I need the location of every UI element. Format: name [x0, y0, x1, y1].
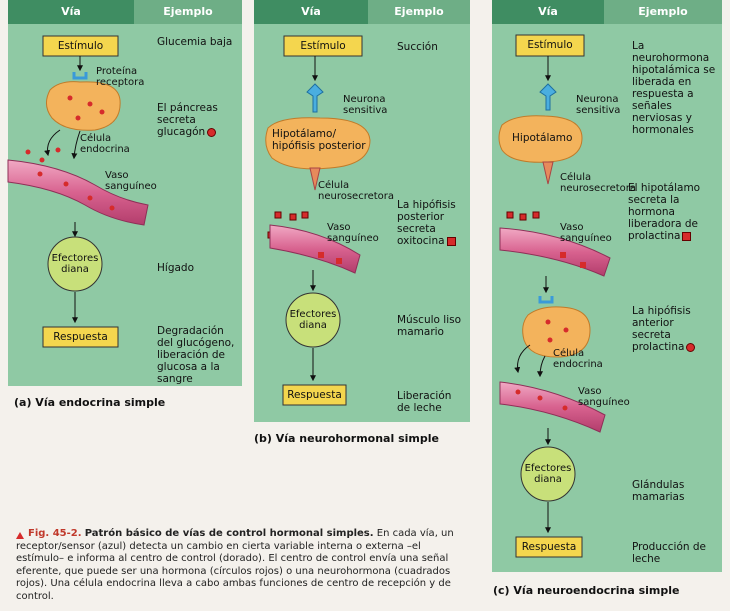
label: Vaso sanguíneo — [327, 222, 379, 244]
label: Hipotálamo/ hipófisis posterior — [272, 128, 366, 152]
figure-text: En cada vía, un receptor/sensor (azul) d… — [16, 528, 454, 602]
label: Hipotálamo — [512, 132, 573, 144]
example-text: El hipotálamo secreta la hormona liberad… — [628, 182, 701, 242]
header: Ejemplo — [638, 5, 688, 18]
example: Glucemia baja — [157, 36, 233, 48]
label: Neurona sensitiva — [576, 94, 621, 116]
header: Vía — [61, 5, 81, 18]
stimulus: Estímulo — [57, 40, 104, 52]
example: El hipotálamo secreta la hormona liberad… — [628, 182, 720, 242]
caption: (b) Vía neurohormonal simple — [254, 432, 439, 445]
example: El páncreas secreta glucagón — [157, 102, 242, 138]
panel-bg — [254, 0, 470, 422]
response: Respuesta — [521, 541, 577, 553]
label: Neurona sensitiva — [343, 94, 388, 116]
example: Hígado — [157, 262, 195, 274]
caption: (a) Vía endocrina simple — [14, 396, 166, 409]
example: Glándulas mamarias — [632, 479, 685, 503]
label: Célula neurosecretora — [318, 180, 395, 202]
stimulus: Estímulo — [300, 40, 346, 52]
label: Célula endocrina — [553, 348, 603, 370]
header: Ejemplo — [394, 5, 444, 18]
target-label: Efectores diana — [524, 463, 572, 485]
label: Vaso sanguíneo — [578, 386, 630, 408]
example-text: La hipófisis anterior secreta prolactina — [632, 305, 691, 353]
example: La hipófisis anterior secreta prolactina — [632, 305, 712, 353]
caption: (c) Vía neuroendocrina simple — [493, 584, 680, 597]
header: Ejemplo — [163, 5, 213, 18]
example: Liberación de leche — [397, 390, 452, 414]
example: Producción de leche — [632, 541, 706, 565]
example: Músculo liso mamario — [397, 314, 462, 338]
example: La hipófisis posterior secreta oxitocina — [397, 199, 472, 247]
figure-caption: Fig. 45-2. Patrón básico de vías de cont… — [16, 528, 456, 603]
label: Vaso sanguíneo — [560, 222, 612, 244]
example-text: El páncreas secreta glucagón — [157, 102, 218, 138]
label: Proteína receptora — [96, 66, 145, 88]
figure-title: Patrón básico de vías de control hormona… — [84, 528, 374, 539]
figure-label: Fig. 45-2. — [28, 528, 82, 539]
stimulus: Estímulo — [527, 39, 573, 51]
response: Respuesta — [53, 331, 108, 343]
example: La neurohormona hipotalámica se liberada… — [632, 40, 716, 136]
panel-bg — [8, 0, 242, 386]
label: Célula endocrina — [80, 133, 130, 155]
example: Succión — [397, 41, 438, 53]
header: Vía — [301, 5, 321, 18]
example-text: La hipófisis posterior secreta oxitocina — [397, 199, 456, 247]
example: Degradación del glucógeno, liberación de… — [157, 325, 235, 385]
target-label: Efectores diana — [51, 253, 99, 275]
response: Respuesta — [287, 389, 342, 401]
target-label: Efectores diana — [289, 309, 337, 331]
header: Vía — [538, 5, 558, 18]
label: Célula neurosecretora — [560, 172, 637, 194]
label: Vaso sanguíneo — [105, 170, 157, 192]
